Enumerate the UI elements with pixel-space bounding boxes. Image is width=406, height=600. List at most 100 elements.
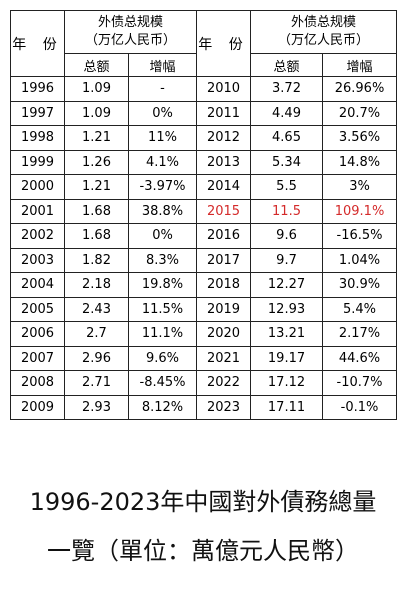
year-cell: 2015 — [196, 198, 252, 224]
year-header-right: 年 份 — [196, 10, 252, 77]
table-row: 1999 1.26 4.1% 2013 5.34 14.8% — [10, 149, 398, 175]
growth-cell: 9.6% — [127, 345, 198, 371]
year-cell: 2016 — [196, 223, 252, 249]
total-cell: 12.93 — [250, 296, 324, 322]
year-cell: 2001 — [10, 198, 65, 224]
growth-cell: -0.1% — [322, 394, 398, 420]
total-cell: 5.5 — [250, 174, 324, 200]
caption-line-2: 一覽（單位：萬億元人民幣） — [47, 537, 359, 565]
growth-cell: 109.1% — [322, 198, 398, 224]
total-cell: 2.18 — [64, 272, 129, 298]
year-cell: 2010 — [196, 76, 252, 102]
growth-cell: 8.12% — [127, 394, 198, 420]
growth-cell: 11.1% — [127, 321, 198, 347]
total-cell: 11.5 — [250, 198, 324, 224]
table-row: 2000 1.21 -3.97% 2014 5.5 3% — [10, 174, 398, 200]
table-row: 1998 1.21 11% 2012 4.65 3.56% — [10, 125, 398, 151]
growth-cell: 38.8% — [127, 198, 198, 224]
total-cell: 17.11 — [250, 394, 324, 420]
total-cell: 1.09 — [64, 76, 129, 102]
year-cell: 2021 — [196, 345, 252, 371]
total-cell: 2.93 — [64, 394, 129, 420]
year-cell: 1996 — [10, 76, 65, 102]
table-header: 年 份 外债总规模 （万亿人民币） 年 份 外债总规模 （万亿人民币） 总额 增… — [10, 10, 398, 77]
total-cell: 1.21 — [64, 174, 129, 200]
growth-cell: 1.04% — [322, 247, 398, 273]
growth-cell: 11.5% — [127, 296, 198, 322]
growth-cell: -8.45% — [127, 370, 198, 396]
year-cell: 2000 — [10, 174, 65, 200]
total-cell: 12.27 — [250, 272, 324, 298]
total-cell: 1.68 — [64, 223, 129, 249]
debt-scale-unit-left: （万亿人民币） — [85, 33, 177, 48]
total-cell: 19.17 — [250, 345, 324, 371]
year-cell: 2007 — [10, 345, 65, 371]
growth-cell: 3% — [322, 174, 398, 200]
year-cell: 1999 — [10, 149, 65, 175]
growth-cell: -16.5% — [322, 223, 398, 249]
growth-cell: -3.97% — [127, 174, 198, 200]
growth-cell: 0% — [127, 100, 198, 126]
growth-cell: 2.17% — [322, 321, 398, 347]
header-row-top: 年 份 外债总规模 （万亿人民币） 年 份 外债总规模 （万亿人民币） — [10, 10, 398, 77]
table-body: 1996 1.09-2010 3.72 26.96% 1997 1.09 0% 2011 4.4… — [10, 76, 398, 420]
total-cell: 2.7 — [64, 321, 129, 347]
year-cell: 2023 — [196, 394, 252, 420]
year-cell: 2008 — [10, 370, 65, 396]
year-cell: 1998 — [10, 125, 65, 151]
year-cell: 2013 — [196, 149, 252, 175]
growth-cell: 0% — [127, 223, 198, 249]
year-cell: 2017 — [196, 247, 252, 273]
total-cell: 1.68 — [64, 198, 129, 224]
total-header-right: 总额 — [250, 53, 324, 77]
growth-cell: 8.3% — [127, 247, 198, 273]
debt-scale-title-left: 外债总规模 — [98, 15, 164, 30]
growth-cell: -10.7% — [322, 370, 398, 396]
table-row: 2002 1.68 0% 2016 9.6 -16.5% — [10, 223, 398, 249]
growth-cell: 14.8% — [322, 149, 398, 175]
year-cell: 2002 — [10, 223, 65, 249]
total-cell: 5.34 — [250, 149, 324, 175]
table-row: 2007 2.96 9.6% 2021 19.17 44.6% — [10, 345, 398, 371]
table-row: 2008 2.71 -8.45% 2022 17.12 -10.7% — [10, 370, 398, 396]
year-cell: 2022 — [196, 370, 252, 396]
total-cell: 13.21 — [250, 321, 324, 347]
total-cell: 9.6 — [250, 223, 324, 249]
growth-cell: - — [127, 76, 198, 102]
year-cell: 2019 — [196, 296, 252, 322]
debt-scale-header-left: 外债总规模 （万亿人民币） — [63, 10, 198, 54]
year-cell: 2005 — [10, 296, 65, 322]
year-header-left: 年 份 — [10, 10, 65, 77]
growth-cell: 20.7% — [322, 100, 398, 126]
total-cell: 4.49 — [250, 100, 324, 126]
header-row-sub: 总额 增幅 总额 增幅 — [11, 53, 398, 77]
growth-cell: 3.56% — [322, 125, 398, 151]
total-cell: 17.12 — [250, 370, 324, 396]
growth-cell: 11% — [127, 125, 198, 151]
year-cell: 2012 — [196, 125, 252, 151]
year-cell: 2003 — [10, 247, 65, 273]
growth-cell: 30.9% — [322, 272, 398, 298]
year-cell: 2004 — [10, 272, 65, 298]
growth-cell: 26.96% — [322, 76, 398, 102]
total-cell: 1.09 — [64, 100, 129, 126]
year-cell: 1997 — [10, 100, 65, 126]
debt-scale-title-right: 外债总规模 — [291, 15, 357, 30]
table-row: 2006 2.7 11.1% 2020 13.21 2.17% — [10, 321, 398, 347]
year-cell: 2006 — [10, 321, 65, 347]
year-cell: 2011 — [196, 100, 252, 126]
year-cell: 2020 — [196, 321, 252, 347]
table-row: 1996 1.09-2010 3.72 26.96% — [10, 76, 398, 102]
total-cell: 2.71 — [64, 370, 129, 396]
total-cell: 1.82 — [64, 247, 129, 273]
total-cell: 2.43 — [64, 296, 129, 322]
total-header-left: 总额 — [64, 53, 129, 77]
table-row: 2003 1.82 8.3% 2017 9.7 1.04% — [10, 247, 398, 273]
total-cell: 4.65 — [250, 125, 324, 151]
debt-scale-unit-right: （万亿人民币） — [278, 33, 370, 48]
growth-cell: 44.6% — [322, 345, 398, 371]
growth-header-right: 增幅 — [322, 53, 398, 77]
debt-scale-header-right: 外债总规模 （万亿人民币） — [250, 10, 398, 54]
table-row: 2001 1.68 38.8% 2015 11.5 109.1% — [10, 198, 398, 224]
external-debt-table: 年 份 外债总规模 （万亿人民币） 年 份 外债总规模 （万亿人民币） 总额 增… — [10, 10, 398, 420]
